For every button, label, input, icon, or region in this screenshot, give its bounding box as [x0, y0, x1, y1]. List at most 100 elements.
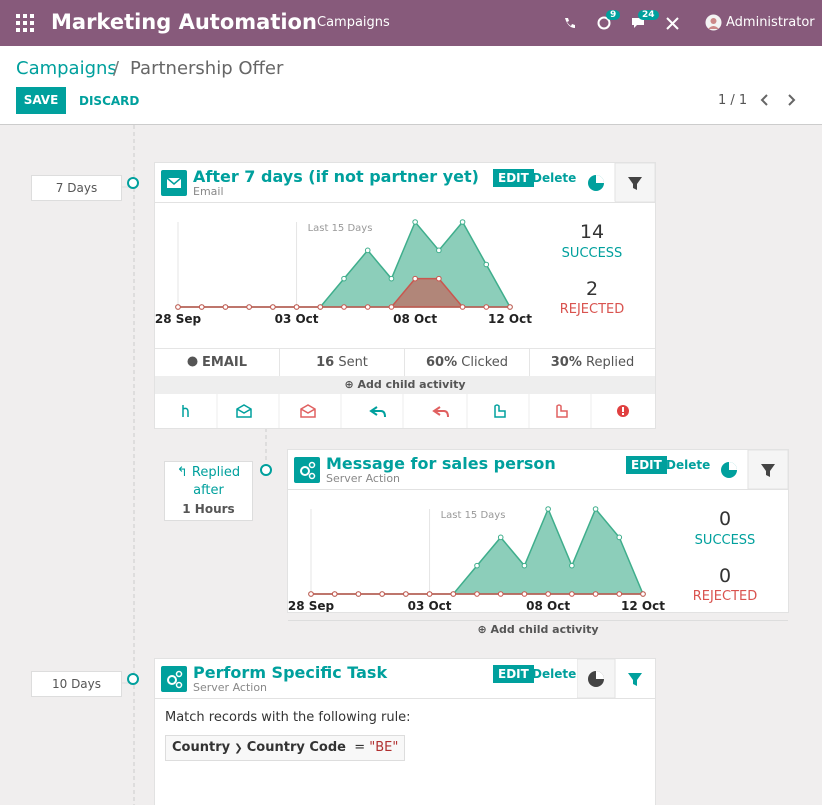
- point: [175, 304, 181, 310]
- stat-label: Sent: [338, 355, 368, 370]
- trigger-box: 7 Days: [31, 175, 122, 201]
- pie-icon: [187, 356, 198, 367]
- rejected-label: REJECTED: [559, 302, 625, 317]
- rule-domain[interactable]: Country ❯ Country Code = "BE": [165, 735, 406, 761]
- point: [379, 591, 385, 597]
- activity-icon[interactable]: [597, 16, 611, 30]
- trigger-box: 10 Days: [31, 671, 122, 697]
- activity-title[interactable]: Perform Specific Task: [193, 663, 388, 682]
- apps-icon[interactable]: [16, 14, 34, 32]
- phone-icon[interactable]: [563, 16, 577, 30]
- stat-sent[interactable]: 16 Sent: [280, 349, 405, 377]
- divider: [288, 489, 788, 490]
- activity-card: Perform Specific Task Server Action EDIT…: [155, 659, 655, 805]
- timeline-dot: [127, 673, 139, 685]
- add-child[interactable]: ⊕ Add child activity: [288, 620, 788, 639]
- point: [388, 275, 395, 282]
- x-tick-label: 28 Sep: [155, 312, 202, 326]
- point: [308, 591, 314, 597]
- stat-value: 16: [316, 355, 335, 370]
- edit-button[interactable]: EDIT: [493, 665, 534, 683]
- stat-clicked[interactable]: 60% Clicked: [405, 349, 530, 377]
- point: [412, 275, 418, 282]
- menu-campaigns[interactable]: Campaigns: [317, 15, 390, 30]
- breadcrumb-parent[interactable]: Campaigns: [16, 58, 117, 79]
- stat-replied[interactable]: 30% Replied: [530, 349, 655, 377]
- details-tab[interactable]: EMAIL DETAILS: [155, 349, 280, 398]
- delete-button[interactable]: Delete: [532, 171, 577, 185]
- rejected-count: 2: [585, 278, 599, 300]
- point: [474, 591, 480, 597]
- delete-button[interactable]: Delete: [532, 667, 577, 681]
- stat-label: Replied: [586, 355, 635, 370]
- point: [569, 562, 575, 569]
- point: [569, 591, 575, 597]
- area: [311, 507, 645, 595]
- point: [341, 304, 347, 310]
- point: [640, 591, 646, 597]
- point: [545, 591, 551, 597]
- card-tabs[interactable]: [710, 450, 788, 489]
- email-details: EMAIL DETAILS 16 Sent 60% Clicked 30% Re…: [155, 348, 655, 398]
- messages-icon[interactable]: [631, 16, 647, 30]
- point: [436, 275, 442, 282]
- x-tick-label: 12 Oct: [488, 312, 532, 326]
- app-name: Marketing Automation: [51, 10, 317, 34]
- control-panel: Campaigns / Partnership Offer SAVE DISCA…: [0, 46, 822, 125]
- point: [293, 304, 300, 310]
- point: [616, 591, 623, 597]
- divider: [155, 202, 655, 203]
- point: [459, 304, 466, 310]
- user-name[interactable]: Administrator: [726, 15, 815, 30]
- card-tabs[interactable]: [577, 163, 655, 202]
- point: [355, 591, 362, 597]
- area: [178, 277, 510, 308]
- email-icon: [161, 170, 187, 196]
- x-tick-label: 03 Oct: [275, 312, 319, 326]
- point: [403, 591, 409, 597]
- activity-chart: Last 15 Days 28 Sep 03 Oct 08 Oct 12 Oct: [288, 506, 665, 612]
- child-action-icons[interactable]: [155, 394, 655, 428]
- success-label: SUCCESS: [694, 533, 756, 548]
- avatar[interactable]: [705, 14, 722, 31]
- trigger-delay: 7 Days: [55, 181, 98, 195]
- breadcrumb-separator: /: [113, 58, 120, 79]
- add-child-label: Add child activity: [490, 623, 599, 636]
- add-child[interactable]: ⊕ Add child activity: [155, 376, 655, 394]
- trigger-event: ↰ Replied: [176, 465, 241, 480]
- point: [616, 534, 623, 541]
- navbar: Marketing Automation Campaigns 9 24 Admi…: [0, 0, 822, 46]
- message-badge: 24: [638, 10, 659, 20]
- rule-value: "BE": [369, 740, 399, 755]
- trigger-delay: 1 Hours: [182, 502, 235, 516]
- activity-kind: Server Action: [326, 472, 401, 485]
- point: [341, 275, 347, 282]
- activity-title[interactable]: Message for sales person: [326, 454, 556, 473]
- x-tick-label: 08 Oct: [393, 312, 437, 326]
- save-button[interactable]: SAVE: [16, 87, 66, 114]
- point: [497, 534, 504, 541]
- delete-button[interactable]: Delete: [666, 458, 711, 472]
- point: [436, 247, 442, 254]
- point: [450, 591, 457, 597]
- pager: 1 / 1: [718, 93, 748, 108]
- trigger-box: ↰ Replied after 1 Hours: [164, 461, 253, 521]
- edit-button[interactable]: EDIT: [626, 456, 667, 474]
- edit-button[interactable]: EDIT: [493, 169, 534, 187]
- discard-button[interactable]: DISCARD: [79, 94, 140, 108]
- activity-title[interactable]: After 7 days (if not partner yet): [193, 167, 479, 186]
- chart-subtitle: Last 15 Days: [308, 223, 373, 234]
- point: [459, 219, 466, 225]
- debug-icon[interactable]: [666, 17, 679, 30]
- point: [521, 562, 528, 569]
- point: [388, 304, 395, 310]
- divider: [155, 698, 655, 699]
- point: [270, 304, 276, 310]
- point: [545, 506, 551, 512]
- card-tabs[interactable]: [577, 659, 655, 698]
- point: [364, 247, 371, 254]
- point: [246, 304, 252, 310]
- pager-arrows[interactable]: [758, 93, 798, 107]
- point: [521, 591, 528, 597]
